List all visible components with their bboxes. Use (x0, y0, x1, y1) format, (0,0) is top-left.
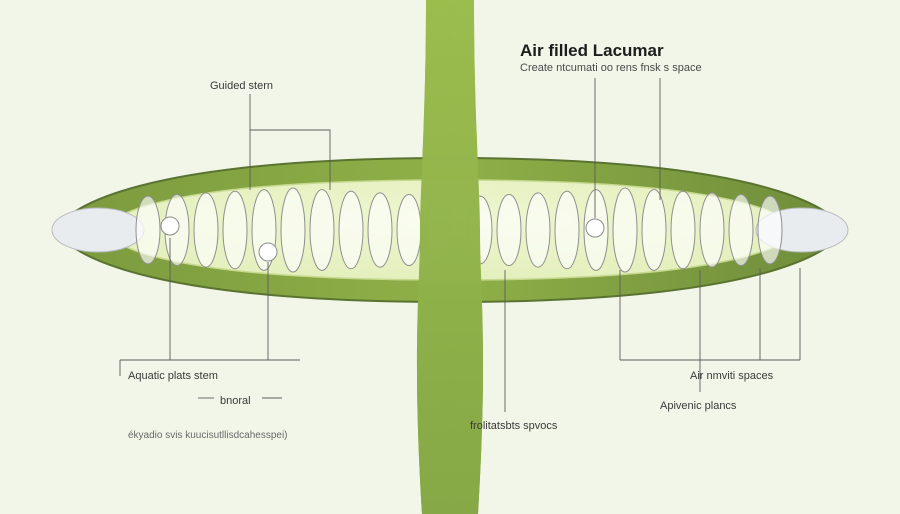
lacunae-left (136, 188, 450, 272)
air-nmviti-label: Air nmviti spaces (690, 370, 773, 384)
title-label: Air filled Lacumar (520, 40, 664, 61)
aquatic-plats-label: Aquatic plats stem (128, 370, 218, 384)
lacuna (642, 190, 666, 271)
lacuna (729, 194, 753, 265)
lacuna (497, 194, 521, 265)
lacuna (758, 196, 782, 264)
lacunae-right (468, 188, 782, 272)
lacuna (136, 196, 160, 264)
lacuna (613, 188, 637, 272)
lacuna (555, 191, 579, 269)
marker-dot-right (586, 219, 604, 237)
marker-dot-mid (259, 243, 277, 261)
lacuna (368, 193, 392, 267)
lacuna (671, 191, 695, 269)
vertical-stem-front (417, 0, 483, 514)
ekyadio-label: ékyadio svis kuucisutllisdcahesspei) (128, 430, 288, 443)
lacuna (397, 194, 421, 265)
apivenic-label: Apivenic plancs (660, 400, 736, 414)
subtitle-label: Create ntcumati oo rens fnsk s space (520, 62, 702, 76)
frolitat-label: frolitatsbts spvocs (470, 420, 557, 434)
bnoral-label: bnoral (220, 395, 251, 409)
lacuna (194, 193, 218, 267)
lacuna (223, 191, 247, 269)
lacuna (526, 193, 550, 267)
lacuna (281, 188, 305, 272)
lacuna (310, 190, 334, 271)
guided-stem-label: Guided stern (210, 80, 273, 94)
tip-pocket-left (52, 208, 144, 252)
lacuna (339, 191, 363, 269)
lacuna (700, 193, 724, 267)
marker-dot-left (161, 217, 179, 235)
